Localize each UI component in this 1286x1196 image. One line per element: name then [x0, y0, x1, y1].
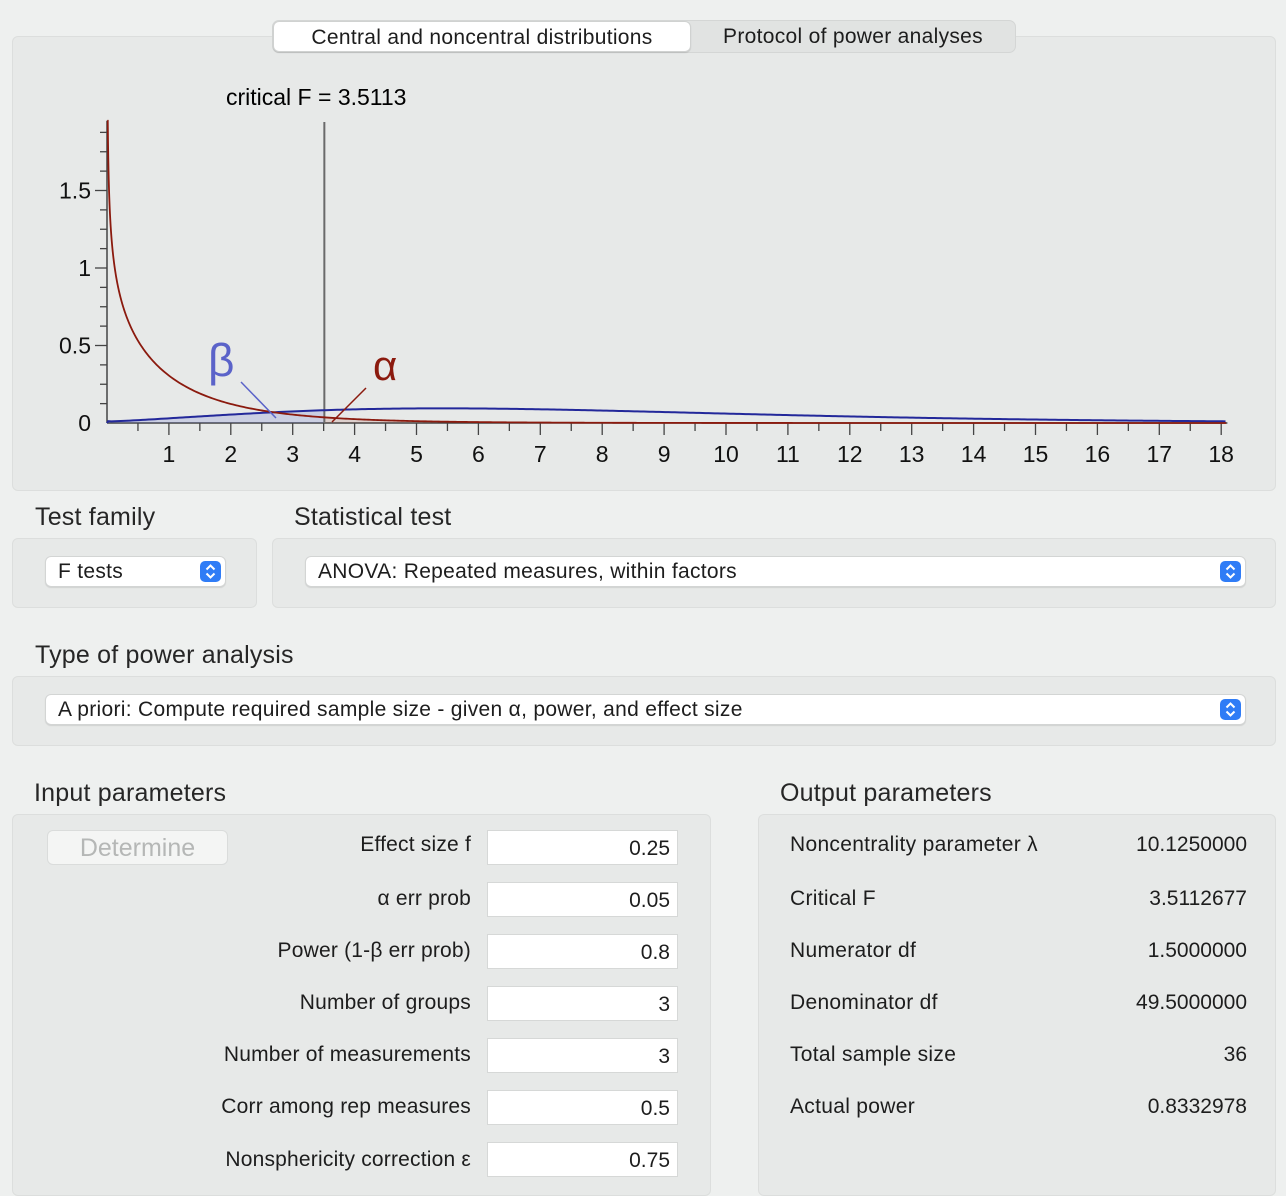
- x-tick-label: 9: [658, 441, 671, 467]
- number-of-groups-input[interactable]: 3: [487, 986, 678, 1021]
- y-tick-label: 1: [78, 255, 91, 281]
- total-sample-size-value: 36: [1223, 1043, 1247, 1066]
- x-tick-label: 6: [472, 441, 485, 467]
- power-analysis-heading: Type of power analysis: [35, 641, 294, 669]
- tab-bar: Central and noncentral distributions Pro…: [272, 20, 1016, 53]
- x-tick-label: 14: [961, 441, 987, 467]
- noncentrality-label: Noncentrality parameter λ: [790, 833, 1038, 856]
- statistical-test-select[interactable]: ANOVA: Repeated measures, within factors: [305, 556, 1246, 587]
- beta-pointer: [240, 381, 277, 419]
- x-tick-label: 1: [163, 441, 176, 467]
- actual-power-value: 0.8332978: [1147, 1095, 1247, 1118]
- number-of-measurements-label: Number of measurements: [223, 1043, 471, 1066]
- critical-f-output-value: 3.5112677: [1149, 887, 1247, 910]
- statistical-test-value: ANOVA: Repeated measures, within factors: [318, 560, 737, 583]
- corr-rep-measures-input[interactable]: 0.5: [487, 1090, 678, 1125]
- chevron-updown-icon: [1220, 561, 1241, 582]
- y-tick-label: 1.5: [59, 178, 91, 204]
- numerator-df-label: Numerator df: [790, 939, 917, 962]
- denominator-df-value: 49.5000000: [1136, 991, 1247, 1014]
- central-distribution-curve: [106, 119, 1227, 424]
- input-parameters-heading: Input parameters: [34, 779, 227, 807]
- test-family-value: F tests: [58, 560, 124, 583]
- x-tick-label: 13: [899, 441, 925, 467]
- x-tick-label: 4: [348, 441, 361, 467]
- alpha-pointer: [331, 387, 367, 423]
- x-tick-label: 5: [410, 441, 423, 467]
- alpha-area: [324, 417, 1228, 423]
- noncentral-distribution-curve: [106, 407, 1226, 424]
- noncentrality-value: 10.1250000: [1136, 833, 1247, 856]
- tab-distributions[interactable]: Central and noncentral distributions: [273, 21, 691, 52]
- effect-size-label: Effect size f: [360, 833, 471, 856]
- number-of-groups-label: Number of groups: [299, 991, 471, 1014]
- chevron-updown-icon: [1220, 699, 1241, 720]
- tab-protocol[interactable]: Protocol of power analyses: [723, 25, 983, 48]
- output-parameters-panel: [758, 814, 1276, 1196]
- alpha-label: α: [373, 342, 397, 389]
- y-tick-label: 0.5: [59, 333, 91, 359]
- critical-f-label: critical F = 3.5113: [226, 84, 407, 110]
- x-tick-label: 17: [1147, 441, 1173, 467]
- y-tick-label: 0: [78, 410, 91, 436]
- output-parameters-heading: Output parameters: [780, 779, 992, 807]
- x-tick-label: 18: [1208, 441, 1234, 467]
- power-label: Power (1-β err prob): [277, 939, 471, 962]
- x-tick-label: 15: [1023, 441, 1049, 467]
- corr-rep-measures-label: Corr among rep measures: [221, 1095, 471, 1118]
- x-tick-label: 8: [596, 441, 609, 467]
- test-family-heading: Test family: [35, 503, 156, 531]
- critical-f-output-label: Critical F: [790, 887, 876, 910]
- effect-size-input[interactable]: 0.25: [487, 830, 678, 865]
- statistical-test-heading: Statistical test: [294, 503, 452, 531]
- number-of-measurements-input[interactable]: 3: [487, 1038, 678, 1073]
- x-tick-label: 12: [837, 441, 863, 467]
- x-tick-label: 3: [286, 441, 299, 467]
- power-analysis-select[interactable]: A priori: Compute required sample size -…: [45, 694, 1246, 725]
- test-family-select[interactable]: F tests: [45, 556, 226, 587]
- x-tick-label: 16: [1085, 441, 1111, 467]
- determine-button[interactable]: Determine: [47, 830, 228, 865]
- numerator-df-value: 1.5000000: [1147, 939, 1247, 962]
- x-tick-label: 2: [224, 441, 237, 467]
- nonsphericity-label: Nonsphericity correction ε: [225, 1148, 471, 1171]
- x-tick-label: 11: [776, 441, 800, 467]
- denominator-df-label: Denominator df: [790, 991, 938, 1014]
- x-tick-label: 7: [534, 441, 547, 467]
- x-tick-label: 10: [713, 441, 739, 467]
- alpha-input[interactable]: 0.05: [487, 882, 678, 917]
- beta-label: β: [208, 334, 234, 386]
- alpha-label-text: α err prob: [377, 887, 471, 910]
- actual-power-label: Actual power: [790, 1095, 915, 1118]
- power-input[interactable]: 0.8: [487, 934, 678, 969]
- power-analysis-value: A priori: Compute required sample size -…: [58, 698, 743, 721]
- total-sample-size-label: Total sample size: [790, 1043, 957, 1066]
- chevron-updown-icon: [200, 561, 221, 582]
